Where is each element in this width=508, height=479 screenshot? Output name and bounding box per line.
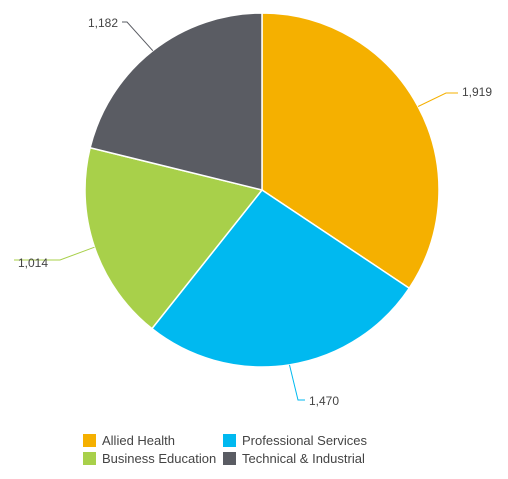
pie-slice-professional-services bbox=[150, 188, 411, 368]
leader-line bbox=[14, 246, 95, 261]
data-label: 1,470 bbox=[309, 394, 339, 408]
leader-line bbox=[289, 364, 305, 401]
legend-label: Technical & Industrial bbox=[242, 450, 365, 466]
legend: Allied Health Professional Services Busi… bbox=[83, 431, 463, 467]
legend-item-technical-industrial: Technical & Industrial bbox=[223, 451, 365, 466]
legend-label: Professional Services bbox=[242, 432, 367, 448]
legend-item-business-education: Business Education bbox=[83, 451, 223, 466]
pie-slice-technical-industrial bbox=[89, 12, 263, 191]
legend-label: Business Education bbox=[102, 450, 217, 466]
legend-item-professional-services: Professional Services bbox=[223, 433, 367, 448]
data-label: 1,919 bbox=[462, 85, 492, 99]
legend-swatch bbox=[83, 451, 96, 465]
data-label: 1,014 bbox=[18, 256, 48, 270]
leader-line bbox=[417, 92, 458, 107]
legend-swatch bbox=[223, 451, 236, 465]
legend-swatch bbox=[223, 433, 236, 447]
pie-slice-business-education bbox=[84, 146, 264, 330]
data-label: 1,182 bbox=[88, 16, 118, 30]
legend-swatch bbox=[83, 433, 96, 447]
leader-line bbox=[122, 21, 154, 52]
legend-item-allied-health: Allied Health bbox=[83, 433, 223, 448]
pie-chart: 1,919 1,470 1,014 1,182 bbox=[14, 12, 492, 408]
legend-label: Allied Health bbox=[102, 432, 175, 448]
